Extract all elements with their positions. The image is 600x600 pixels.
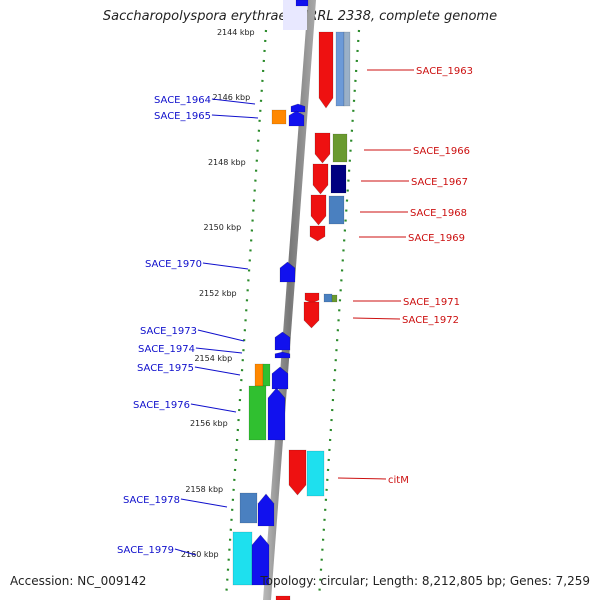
gene-label-left: SACE_1964 bbox=[154, 95, 211, 106]
leader-line bbox=[195, 347, 243, 354]
gene-label-left: SACE_1970 bbox=[145, 259, 202, 270]
gene-label-right: SACE_1963 bbox=[416, 66, 473, 77]
gene-label-left: SACE_1975 bbox=[137, 363, 194, 374]
gene-arrow bbox=[271, 366, 289, 390]
ruler-label: 2148 kbp bbox=[208, 158, 246, 167]
gene-block bbox=[262, 363, 271, 387]
gene-block bbox=[295, 0, 309, 7]
gene-arrow bbox=[274, 351, 291, 359]
gene-block bbox=[328, 195, 345, 225]
gene-label-left: SACE_1973 bbox=[140, 326, 197, 337]
leader-line bbox=[202, 262, 249, 270]
leader-line bbox=[211, 98, 256, 105]
leader-line bbox=[190, 403, 237, 413]
ruler-label: 2156 kbp bbox=[190, 419, 228, 428]
ruler-label: 2150 kbp bbox=[203, 223, 241, 232]
gene-block bbox=[271, 109, 287, 125]
gene-labels: SACE_1964 SACE_1965 SACE_1970 SACE_1973 SACE… bbox=[117, 66, 473, 556]
gene-block bbox=[275, 595, 291, 600]
gene-label-right: SACE_1971 bbox=[403, 297, 460, 308]
gene-label-right: SACE_1969 bbox=[408, 233, 465, 244]
leader-line bbox=[337, 477, 387, 480]
gene-arrow bbox=[309, 225, 326, 242]
ruler-label: 2158 kbp bbox=[185, 485, 223, 494]
gene-label-left: SACE_1974 bbox=[138, 344, 195, 355]
gene-arrow bbox=[257, 493, 275, 527]
accession-text: Accession: NC_009142 bbox=[10, 574, 147, 588]
leader-line bbox=[352, 317, 401, 320]
ruler-label: 2146 kbp bbox=[212, 93, 250, 102]
gene-arrow bbox=[288, 449, 307, 496]
gene-block bbox=[335, 31, 345, 107]
gene-label-right: SACE_1967 bbox=[411, 177, 468, 188]
gene-features bbox=[232, 0, 351, 600]
gene-arrow bbox=[303, 301, 320, 329]
leader-line bbox=[197, 329, 245, 342]
ruler-label: 2160 kbp bbox=[181, 550, 219, 559]
gene-arrow bbox=[314, 132, 331, 164]
gene-block bbox=[239, 492, 258, 524]
gene-label-right: citM bbox=[388, 475, 409, 486]
gene-block bbox=[330, 164, 347, 194]
gene-block bbox=[331, 294, 338, 303]
gene-arrow bbox=[251, 534, 270, 586]
leader-line bbox=[180, 498, 228, 508]
gene-label-right: SACE_1968 bbox=[410, 208, 467, 219]
gene-label-left: SACE_1979 bbox=[117, 545, 174, 556]
backbone-line bbox=[263, 0, 316, 600]
gene-block bbox=[332, 133, 348, 163]
gene-arrow bbox=[304, 292, 320, 304]
gene-label-right: SACE_1972 bbox=[402, 315, 459, 326]
gene-label-left: SACE_1976 bbox=[133, 400, 190, 411]
gene-label-left: SACE_1978 bbox=[123, 495, 180, 506]
gene-arrow bbox=[279, 261, 296, 283]
gene-arrow bbox=[267, 387, 286, 441]
leader-line bbox=[211, 114, 259, 119]
gene-block bbox=[323, 293, 333, 303]
gene-block bbox=[343, 31, 351, 107]
ruler-label: 2152 kbp bbox=[199, 289, 237, 298]
ruler-labels: 2144 kbp 2146 kbp 2148 kbp 2150 kbp 2152 kbp… bbox=[181, 28, 255, 559]
gene-arrow bbox=[288, 110, 305, 127]
gene-block bbox=[254, 363, 264, 387]
gene-label-right: SACE_1966 bbox=[413, 146, 470, 157]
genome-backbone bbox=[263, 0, 316, 600]
gene-arrow bbox=[274, 331, 291, 351]
ruler-label: 2154 kbp bbox=[194, 354, 232, 363]
gene-block bbox=[232, 531, 253, 586]
gene-label-left: SACE_1965 bbox=[154, 111, 211, 122]
leader-line bbox=[174, 548, 197, 556]
gene-arrow bbox=[310, 194, 327, 226]
gene-arrow bbox=[312, 163, 329, 195]
gene-block bbox=[248, 385, 267, 441]
leader-line bbox=[194, 366, 241, 376]
gene-arrow bbox=[318, 31, 334, 109]
ruler-right-dots bbox=[317, 29, 361, 599]
topology-text: Topology: circular; Length: 8,212,805 bp… bbox=[260, 574, 590, 588]
ruler-label: 2144 kbp bbox=[217, 28, 255, 37]
gene-block bbox=[306, 450, 325, 497]
